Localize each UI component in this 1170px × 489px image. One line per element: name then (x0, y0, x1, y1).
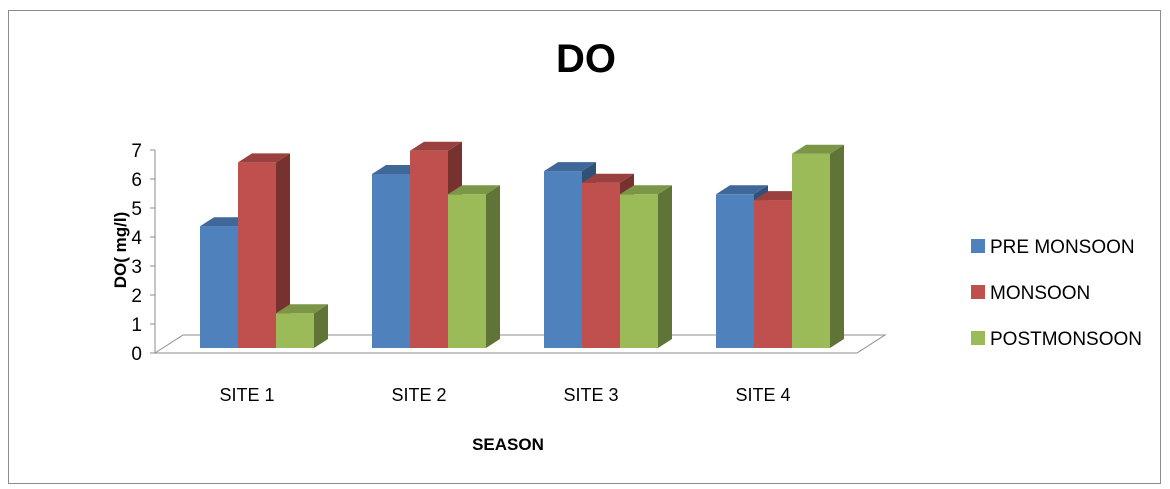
bar-side (486, 185, 500, 348)
bar-front (200, 226, 238, 348)
x-tick-label: SITE 1 (219, 385, 274, 405)
bar-front (544, 171, 582, 348)
legend-item: MONSOON (971, 283, 1090, 304)
y-tick-label: 1 (131, 315, 142, 336)
legend-swatch (971, 285, 985, 299)
floor-plane (153, 334, 887, 354)
bar-front (716, 194, 754, 348)
legend-item: POSTMONSOON (971, 329, 1142, 350)
y-tick-label: 2 (131, 286, 142, 307)
bar-top (448, 185, 500, 195)
x-tick-label: SITE 2 (391, 385, 446, 405)
y-tick-label: 0 (131, 344, 142, 365)
y-tick-label: 6 (131, 170, 142, 191)
legend: PRE MONSOON MONSOON POSTMONSOON (971, 237, 1142, 350)
y-tick-label: 5 (131, 199, 142, 220)
bar-side (314, 304, 328, 348)
legend-label: POSTMONSOON (990, 329, 1142, 350)
x-tick-label: SITE 4 (735, 385, 790, 405)
bar (620, 185, 672, 348)
y-axis-title: DO( mg/l) (111, 212, 130, 289)
bar-front (448, 194, 486, 348)
legend-label: PRE MONSOON (990, 237, 1135, 258)
bar-front (410, 150, 448, 348)
legend-label: MONSOON (990, 283, 1090, 304)
bar-top (582, 173, 634, 183)
bar-front (372, 174, 410, 348)
x-tick-label: SITE 3 (563, 385, 618, 405)
bar (448, 185, 500, 348)
bar-top (792, 144, 844, 154)
bar-top (276, 304, 328, 314)
x-axis: SITE 1 SITE 2 SITE 3 SITE 4 (219, 385, 790, 405)
bar (276, 304, 328, 348)
bar-top (544, 162, 596, 172)
bar-side (276, 153, 290, 348)
bar-front (582, 182, 620, 348)
legend-item: PRE MONSOON (971, 237, 1135, 258)
legend-swatch (971, 239, 985, 253)
bar-front (754, 200, 792, 348)
legend-swatch (971, 331, 985, 345)
y-tick-label: 4 (131, 228, 142, 249)
bar (792, 144, 844, 348)
bar-side (830, 144, 844, 348)
bar-top (410, 141, 462, 151)
bar-top (620, 185, 672, 195)
bar-top (238, 153, 290, 163)
bar-top (716, 185, 768, 195)
y-tick-label: 7 (131, 141, 142, 162)
bars (200, 141, 844, 348)
x-axis-title: SEASON (472, 435, 544, 454)
bar (238, 153, 290, 348)
y-axis: 0 1 2 3 4 5 6 7 (131, 141, 156, 365)
bar-front (276, 313, 314, 348)
bar-front (792, 153, 830, 348)
chart-floor (153, 334, 887, 354)
bar-front (238, 162, 276, 348)
y-tick-label: 3 (131, 257, 142, 278)
bar-front (620, 194, 658, 348)
chart-title: DO (556, 37, 616, 81)
bar-side (658, 185, 672, 348)
